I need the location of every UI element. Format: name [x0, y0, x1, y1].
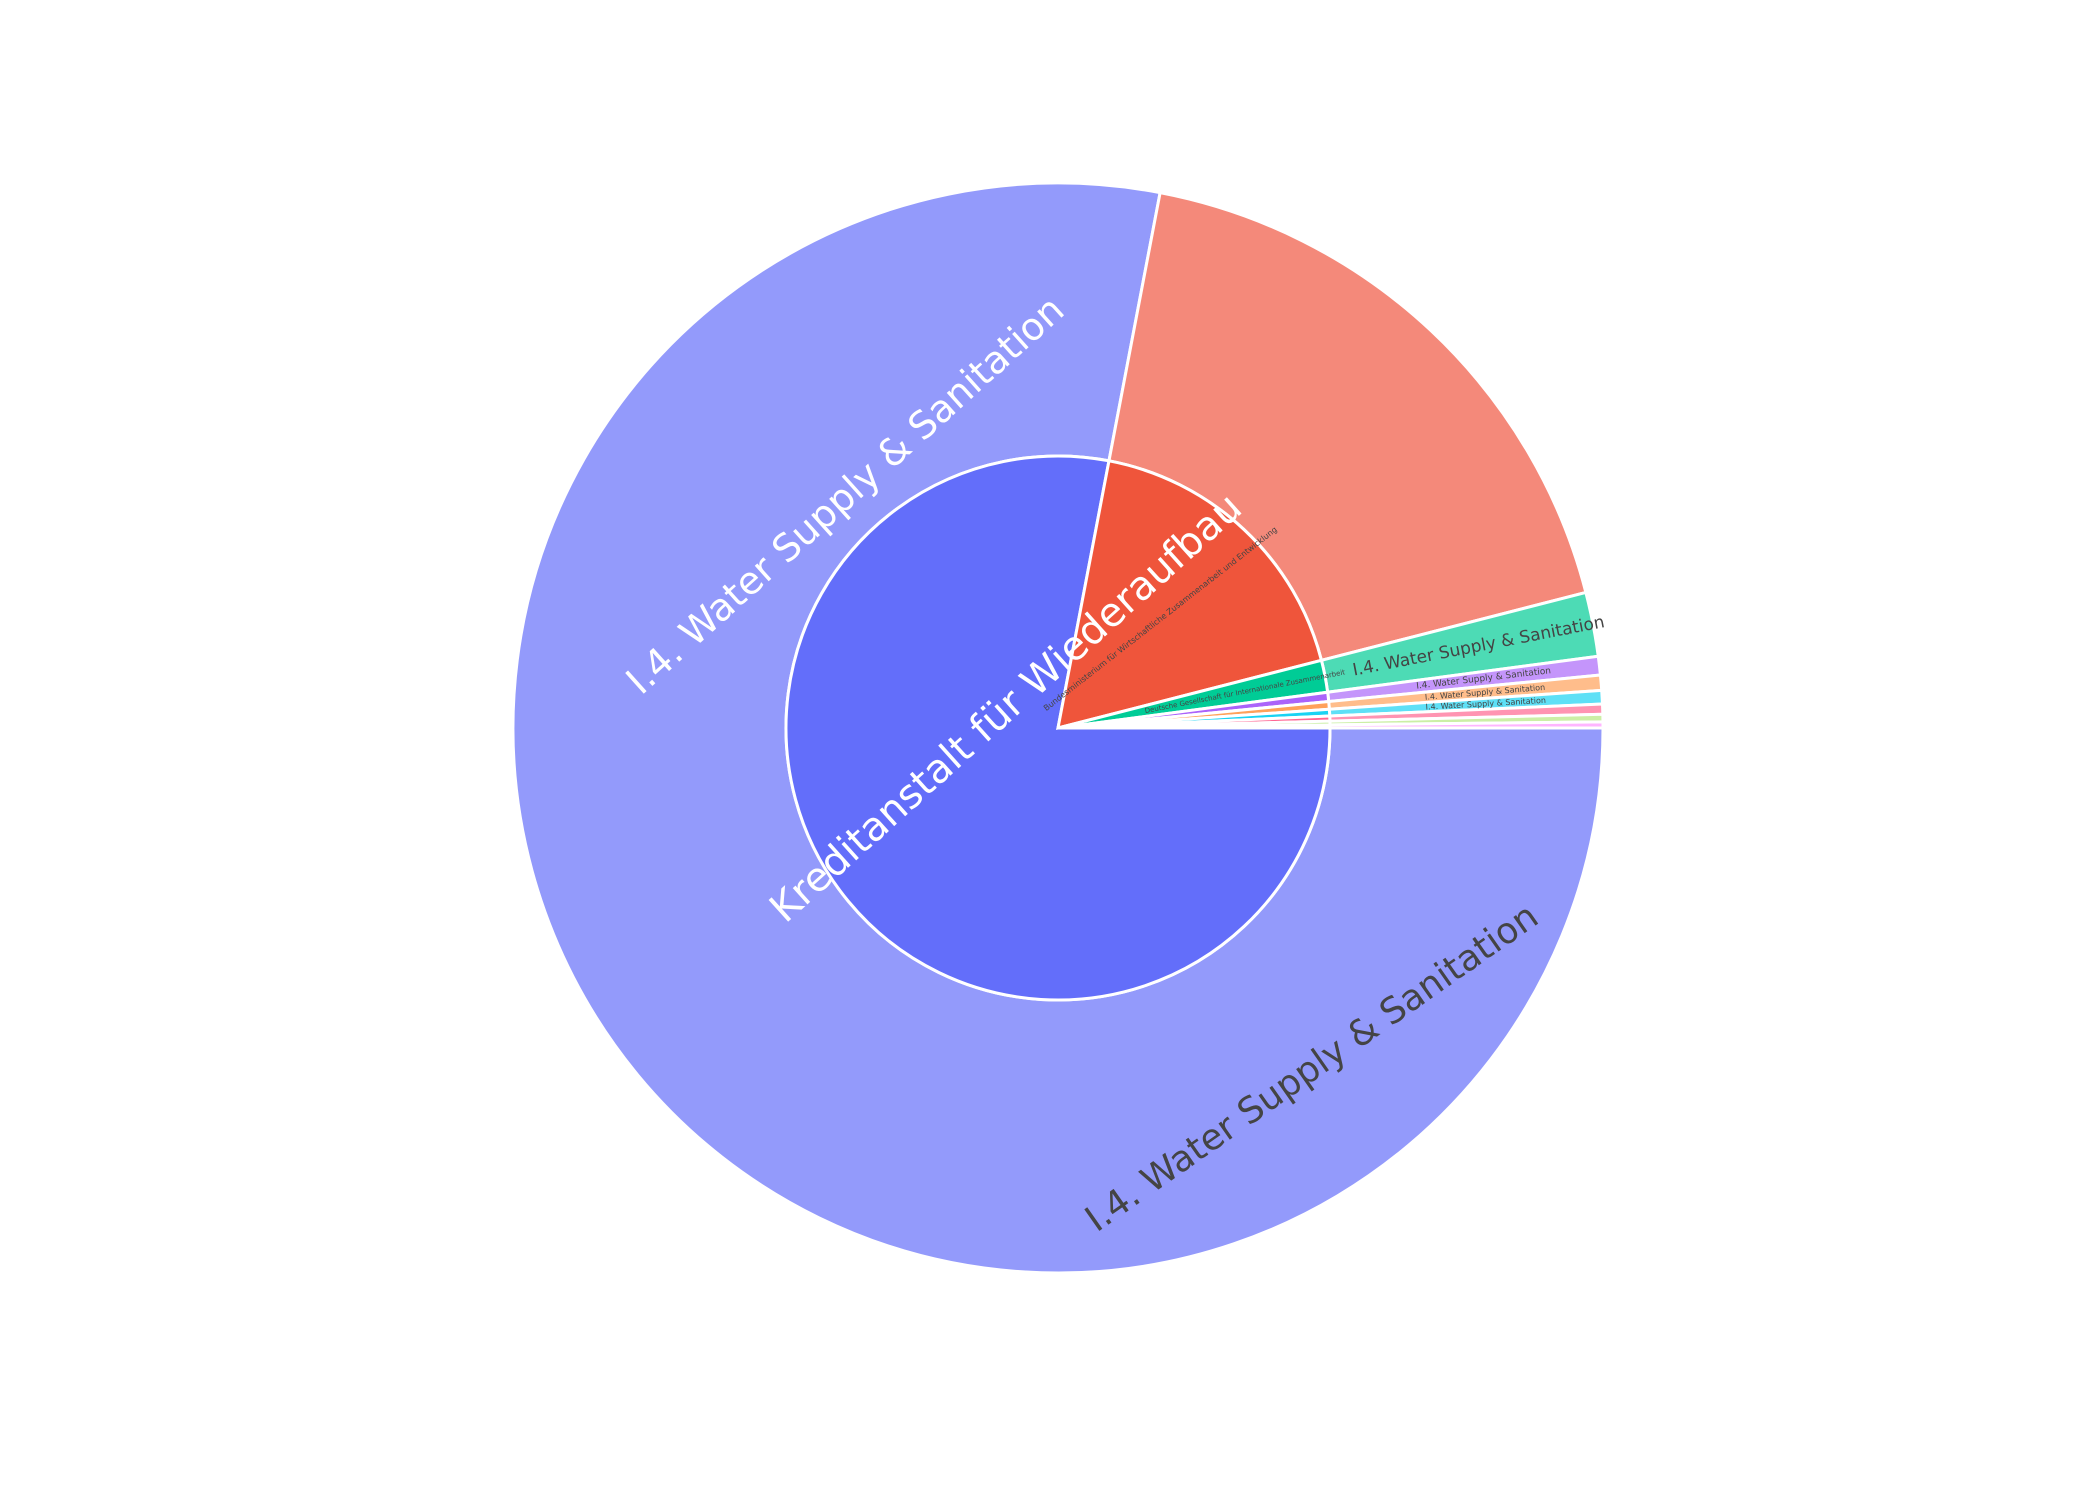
inner-segment-1[interactable] [1056, 459, 1324, 731]
outer-ring [511, 181, 1605, 1275]
inner-segment-8[interactable] [1057, 723, 1332, 730]
inner-ring [784, 454, 1332, 1002]
